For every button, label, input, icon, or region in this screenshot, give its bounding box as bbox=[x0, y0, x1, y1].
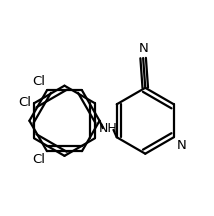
Text: Cl: Cl bbox=[32, 153, 45, 166]
Text: Cl: Cl bbox=[32, 75, 45, 88]
Text: NH: NH bbox=[99, 122, 117, 135]
Text: N: N bbox=[138, 43, 148, 56]
Text: N: N bbox=[176, 139, 186, 152]
Text: Cl: Cl bbox=[18, 96, 31, 109]
